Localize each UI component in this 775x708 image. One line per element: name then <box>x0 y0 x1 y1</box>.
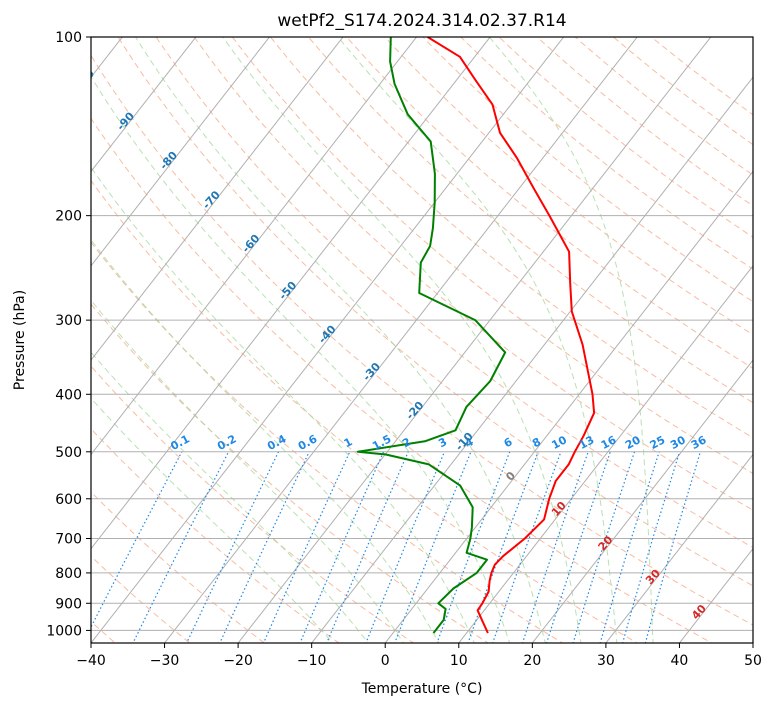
y-tick-label: 200 <box>55 209 82 225</box>
x-tick-label: 50 <box>744 653 762 669</box>
isotherm-gridline <box>91 37 491 550</box>
dry-adiabat-line <box>91 54 753 626</box>
dry-adiabat-line <box>91 427 340 643</box>
x-tick-label: −30 <box>150 653 180 669</box>
mixing-ratio-line <box>299 451 385 643</box>
y-tick-label: 400 <box>55 387 82 403</box>
mixing-ratio-line <box>492 451 562 643</box>
y-tick-label: 300 <box>55 313 82 329</box>
mixing-ratio-label: 16 <box>599 433 619 452</box>
moist-adiabat-line <box>488 37 654 643</box>
x-tick-label: 30 <box>597 653 615 669</box>
isotherm-gridline <box>91 37 565 643</box>
y-axis-label: Pressure (hPa) <box>12 290 28 390</box>
isotherm-gridline <box>384 170 753 643</box>
y-tick-label: 600 <box>55 492 82 508</box>
isotherm-gridline <box>531 359 753 643</box>
moist-adiabat-line <box>337 37 618 643</box>
mixing-ratio-label: 30 <box>668 433 688 452</box>
x-tick-label: −40 <box>76 653 106 669</box>
isotherm-gridline <box>458 264 753 643</box>
mixing-ratio-line <box>219 451 310 643</box>
mixing-ratio-label: 36 <box>689 433 709 452</box>
dewpoint-profile-line <box>356 37 507 634</box>
chart-title: wetPf2_S174.2024.314.02.37.R14 <box>277 11 566 31</box>
y-tick-label: 800 <box>55 566 82 582</box>
isotherm-gridline <box>237 37 712 643</box>
y-tick-label: 1000 <box>46 623 82 639</box>
plot-area <box>91 37 753 643</box>
x-tick-label: 0 <box>381 653 390 669</box>
dry-adiabat-line <box>269 37 753 439</box>
dry-adiabat-line <box>307 37 753 404</box>
y-tick-label: 500 <box>55 445 82 461</box>
x-tick-label: 40 <box>671 653 689 669</box>
x-tick-label: −10 <box>297 653 327 669</box>
y-tick-label: 100 <box>55 30 82 46</box>
dry-adiabat-line <box>155 37 753 549</box>
mixing-ratio-label: 20 <box>623 433 643 452</box>
x-tick-label: 10 <box>450 653 468 669</box>
dry-adiabat-line <box>91 117 713 643</box>
plot-frame <box>90 36 754 644</box>
mixing-ratio-line <box>467 451 539 643</box>
isotherm-gridline <box>91 37 197 173</box>
mixing-ratio-line <box>521 451 589 643</box>
isotherm-gridline <box>605 453 753 643</box>
isotherm-gridline <box>311 76 753 643</box>
mixing-ratio-line <box>185 451 280 643</box>
y-tick-label: 700 <box>55 532 82 548</box>
moist-adiabat-line <box>222 37 582 643</box>
mixing-ratio-label: 13 <box>577 433 597 452</box>
mixing-ratio-line <box>365 451 445 643</box>
mixing-ratio-line <box>546 451 611 643</box>
temperature-profile-line <box>427 37 596 634</box>
mixing-ratio-line <box>572 451 636 643</box>
mixing-ratio-label: 25 <box>648 433 668 452</box>
x-tick-label: −20 <box>223 653 253 669</box>
dry-adiabat-line <box>91 241 564 643</box>
isotherm-gridline <box>0 10 70 655</box>
mixing-ratio-line <box>132 451 230 643</box>
x-axis-label: Temperature (°C) <box>361 681 483 697</box>
dry-adiabat-line <box>91 179 639 643</box>
dry-adiabat-line <box>117 37 753 587</box>
isotherm-gridline <box>163 37 638 643</box>
isotherm-gridline <box>91 37 418 456</box>
mixing-ratio-label: 10 <box>549 433 569 452</box>
x-tick-label: 20 <box>523 653 541 669</box>
isotherm-gridline <box>91 37 344 361</box>
mixing-ratio-line <box>262 451 351 643</box>
isotherm-gridline <box>91 37 271 267</box>
y-tick-label: 900 <box>55 596 82 612</box>
dry-adiabat-line <box>345 37 753 369</box>
